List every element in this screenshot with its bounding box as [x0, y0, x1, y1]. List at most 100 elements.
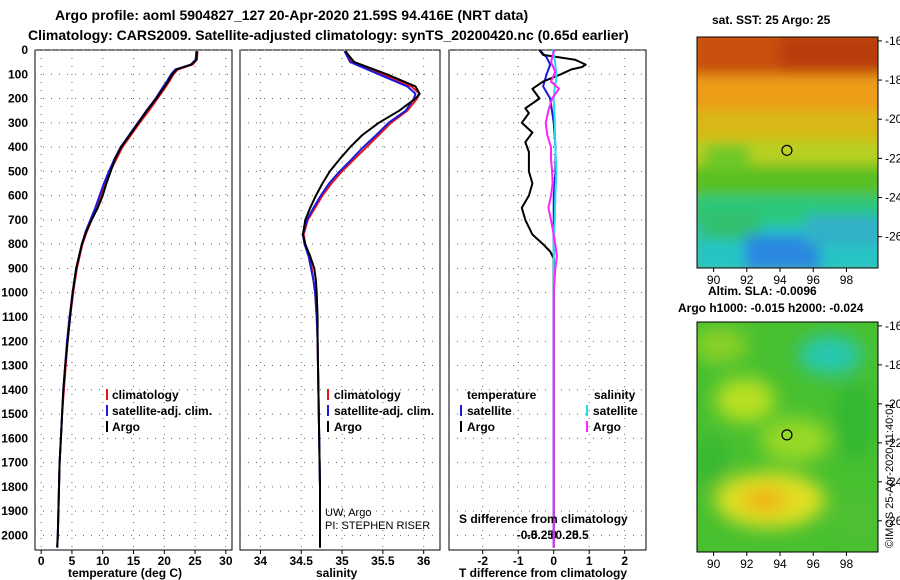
- s-tick-label: -0.5: [517, 528, 538, 542]
- depth-tick-label: 1500: [1, 407, 28, 421]
- pi-credit-line1: UW, Argo: [325, 507, 371, 519]
- title-line2: Climatology: CARS2009. Satellite-adjuste…: [28, 27, 629, 43]
- s-tick-label: -0.25: [527, 528, 555, 542]
- sst-argo-location-marker: [781, 144, 793, 156]
- series-climatology-line: [302, 50, 421, 548]
- temperature-x-axis: 0 5 10 15 20 25 30: [38, 550, 233, 568]
- sla-argo-location-marker: [781, 429, 793, 441]
- map-lon-tick-label: 92: [740, 273, 754, 287]
- difference-series: [520, 49, 587, 548]
- legend-salinity-title: salinity: [594, 388, 636, 402]
- difference-x-axis: -2 -1 0 1 2: [477, 550, 628, 568]
- title-line1: Argo profile: aoml 5904827_127 20-Apr-20…: [55, 7, 528, 23]
- s-difference-label: S difference from climatology: [459, 512, 628, 526]
- depth-tick-label: 1300: [1, 359, 28, 373]
- map-lat-tick-label: -16: [885, 34, 900, 48]
- difference-frame: [448, 49, 647, 551]
- map-lat-tick-label: -16: [885, 319, 900, 333]
- depth-tick-label: 900: [8, 261, 28, 275]
- difference-panel: -2 -1 0 1 2 -0.5-0.25 0 0.250.5 temperature sa…: [448, 49, 647, 580]
- x-tick-label: -2: [477, 554, 488, 568]
- x-tick-label: 2: [621, 554, 628, 568]
- x-tick-label: 35.5: [371, 554, 395, 568]
- map-lat-tick-label: -20: [885, 397, 900, 411]
- legend-temperature-title: temperature: [467, 388, 537, 402]
- map-lon-tick-label: 98: [840, 557, 854, 571]
- sla-map-image: [697, 322, 878, 552]
- x-tick-label: 30: [219, 554, 233, 568]
- depth-tick-label: 200: [8, 92, 28, 106]
- x-tick-label: 0: [550, 554, 557, 568]
- s-tick-label: 0.5: [572, 528, 589, 542]
- temperature-grid: [35, 49, 232, 550]
- difference-grid: [449, 49, 646, 550]
- salinity-panel: 34 34.5 35 35.5 36 climatology satellite-adj…: [239, 49, 441, 580]
- sla-map-panel: Altim. SLA: -0.0096 Argo h1000: -0.015 h…: [678, 284, 900, 571]
- x-tick-label: 0: [38, 554, 45, 568]
- salinity-series: [301, 50, 421, 548]
- depth-tick-label: 2000: [1, 528, 28, 542]
- map-lon-tick-label: 96: [807, 273, 821, 287]
- series-salinity-argo-line: [544, 49, 560, 548]
- depth-tick-label: 400: [8, 140, 28, 154]
- depth-tick-label: 800: [8, 237, 28, 251]
- depth-tick-label: 100: [8, 67, 28, 81]
- legend-satellite: satellite-adj. clim.: [112, 404, 212, 418]
- x-tick-label: 34.5: [290, 554, 314, 568]
- difference-legend-temperature: temperature satellite Argo: [460, 388, 537, 434]
- depth-tick-label: 0: [21, 43, 28, 57]
- map-lat-tick-label: -18: [885, 73, 900, 87]
- t-difference-label: T difference from climatology: [459, 566, 627, 580]
- map-lon-tick-label: 94: [773, 557, 787, 571]
- x-tick-label: 35: [335, 554, 349, 568]
- legend-t-satellite: satellite: [467, 404, 512, 418]
- map-lat-tick-label: -20: [885, 112, 900, 126]
- x-tick-label: 20: [158, 554, 172, 568]
- salinity-x-axis: 34 34.5 35 35.5 36: [254, 550, 431, 568]
- temperature-legend: climatology satellite-adj. clim. Argo: [106, 388, 212, 434]
- depth-tick-label: 1000: [1, 286, 28, 300]
- map-lat-tick-label: -18: [885, 358, 900, 372]
- map-lat-tick-label: -22: [885, 151, 900, 165]
- temperature-panel: 0100200300400500600700800900100011001200…: [1, 43, 233, 580]
- sst-map-axes: 90 92 94 96 98 -16 -18 -20 -22 -24 -26: [707, 34, 900, 287]
- depth-tick-label: 1100: [2, 310, 28, 324]
- depth-tick-label: 1400: [1, 383, 28, 397]
- sla-map-axes: 90 92 94 96 98 -16 -18 -20 -22 -24 -26: [707, 319, 900, 571]
- legend-s-satellite: satellite: [593, 404, 638, 418]
- depth-tick-label: 1200: [1, 334, 28, 348]
- map-lon-tick-label: 92: [740, 557, 754, 571]
- legend-t-argo: Argo: [467, 420, 495, 434]
- depth-tick-label: 1900: [1, 504, 28, 518]
- sst-map-panel: sat. SST: 25 Argo: 25 90 92 94 96 98 -16 -18 -2…: [696, 13, 900, 287]
- series-argo-line: [301, 50, 421, 548]
- sla-map-subtitle: Argo h1000: -0.015 h2000: -0.024: [678, 301, 864, 315]
- salinity-legend: climatology satellite-adj. clim. Argo: [327, 388, 434, 434]
- sla-map-frame: [696, 321, 879, 553]
- sst-map-image: [697, 37, 878, 268]
- map-lon-tick-label: 90: [707, 557, 721, 571]
- map-lon-tick-label: 90: [707, 273, 721, 287]
- x-tick-label: 15: [127, 554, 141, 568]
- map-lat-tick-label: -26: [885, 514, 900, 528]
- salinity-xlabel: salinity: [316, 566, 358, 580]
- x-tick-label: 1: [586, 554, 593, 568]
- sla-map-title: Altim. SLA: -0.0096: [708, 284, 817, 298]
- series-argo-line: [56, 51, 198, 548]
- x-tick-label: 36: [417, 554, 431, 568]
- depth-tick-label: 1700: [1, 456, 28, 470]
- depth-tick-label: 1600: [1, 431, 28, 445]
- x-tick-label: 34: [254, 554, 268, 568]
- depth-tick-label: 1800: [1, 480, 28, 494]
- x-tick-label: 10: [96, 554, 110, 568]
- temperature-series: [56, 51, 199, 548]
- legend-argo: Argo: [112, 420, 140, 434]
- depth-tick-label: 600: [8, 189, 28, 203]
- map-lat-tick-label: -26: [885, 230, 900, 244]
- legend-satellite: satellite-adj. clim.: [334, 404, 434, 418]
- legend-climatology: climatology: [112, 388, 179, 402]
- sst-map-frame: [696, 36, 879, 269]
- legend-climatology: climatology: [334, 388, 401, 402]
- x-tick-label: -1: [513, 554, 524, 568]
